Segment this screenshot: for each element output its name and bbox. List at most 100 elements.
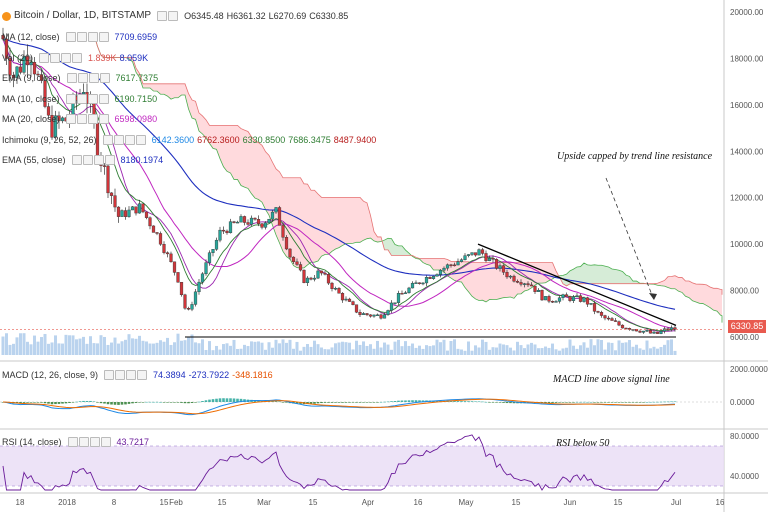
macd-histogram-bar xyxy=(162,402,166,403)
macd-histogram-bar xyxy=(257,400,260,402)
macd-histogram-bar xyxy=(544,402,547,404)
cloud-segment xyxy=(692,282,696,303)
volume-bar xyxy=(141,340,145,355)
candle-body xyxy=(333,288,338,290)
candle-body xyxy=(466,254,471,256)
macd-histogram-bar xyxy=(138,402,141,403)
macd-controls[interactable] xyxy=(104,370,148,380)
cloud-segment xyxy=(458,261,462,283)
macd-histogram-bar xyxy=(82,400,85,402)
cloud-segment xyxy=(689,281,693,301)
candle-body xyxy=(204,262,208,275)
cloud-segment xyxy=(318,194,322,262)
volume-bar xyxy=(474,345,477,355)
candle-body xyxy=(652,331,656,334)
candle-body xyxy=(106,165,110,194)
volume-bar xyxy=(344,342,348,355)
volume-bar xyxy=(173,342,176,355)
candle-body xyxy=(4,38,9,59)
rsi-controls[interactable] xyxy=(67,437,111,447)
candle-body xyxy=(214,239,219,250)
macd-histogram-bar xyxy=(397,400,400,402)
macd-histogram-bar xyxy=(477,401,481,403)
volume-bar xyxy=(397,339,400,355)
macd-histogram-bar xyxy=(481,401,484,403)
annotation-trendline: Upside capped by trend line resistance xyxy=(557,151,713,162)
candle-body xyxy=(302,269,306,283)
macd-histogram-bar xyxy=(502,402,505,403)
macd-histogram-bar xyxy=(491,402,495,403)
macd-histogram-bar xyxy=(610,402,614,403)
candle-body xyxy=(113,195,117,208)
macd-histogram-bar xyxy=(106,402,110,405)
cloud-segment xyxy=(339,197,343,248)
cloud-segment xyxy=(608,266,612,284)
candle-body xyxy=(249,217,254,225)
cloud-segment xyxy=(671,275,675,289)
candle-body xyxy=(501,265,506,273)
cloud-segment xyxy=(398,245,402,256)
cloud-segment xyxy=(591,264,595,284)
volume-bar xyxy=(540,348,544,355)
volume-bar xyxy=(85,343,89,355)
candle-body xyxy=(172,261,177,273)
candle-body xyxy=(361,313,366,315)
macd-histogram-bar xyxy=(400,400,404,402)
volume-bar xyxy=(376,340,379,355)
volume-bar xyxy=(635,344,638,355)
macd-label[interactable]: MACD (12, 26, close, 9) xyxy=(2,370,99,380)
volume-bar xyxy=(1,336,5,355)
volume-bar xyxy=(435,339,439,355)
macd-histogram-bar xyxy=(134,402,138,403)
candle-body xyxy=(71,95,75,118)
candle-body xyxy=(281,225,285,238)
volume-bar xyxy=(320,347,323,355)
macd-histogram-bar xyxy=(239,398,243,402)
macd-histogram-bar xyxy=(103,402,106,404)
cloud-segment xyxy=(370,215,374,241)
rsi-label[interactable]: RSI (14, close) xyxy=(2,437,62,447)
cloud-segment xyxy=(374,231,378,243)
macd-histogram-bar xyxy=(418,400,421,402)
cloud-segment xyxy=(444,258,448,276)
candle-body xyxy=(347,298,352,302)
macd-histogram-bar xyxy=(407,400,411,402)
candle-body xyxy=(344,298,348,301)
macd-histogram-bar xyxy=(232,398,236,402)
volume-bar xyxy=(22,333,26,355)
macd-histogram-bar xyxy=(313,402,316,404)
volume-bar xyxy=(218,349,222,355)
candle-body xyxy=(151,225,156,233)
candle-body xyxy=(46,106,51,116)
candle-body xyxy=(529,284,534,287)
candle-body xyxy=(379,314,383,319)
volume-bar xyxy=(264,349,267,355)
macd-histogram-bar xyxy=(509,402,512,404)
volume-bar xyxy=(302,346,306,355)
volume-bar xyxy=(631,346,635,355)
cloud-segment xyxy=(377,236,381,243)
candle-body xyxy=(375,314,380,317)
volume-bar xyxy=(610,342,614,355)
volume-bar xyxy=(614,350,617,355)
macd-histogram-bar xyxy=(194,402,197,403)
macd-histogram-bar xyxy=(155,401,159,403)
macd-histogram-bar xyxy=(243,399,246,402)
volume-bar xyxy=(26,341,29,355)
candle-body xyxy=(99,155,103,166)
volume-bars xyxy=(1,333,677,355)
volume-bar xyxy=(453,339,456,355)
macd-histogram-bar xyxy=(176,402,180,403)
macd-histogram-bar xyxy=(180,402,183,403)
candle-body xyxy=(512,275,516,282)
candle-body xyxy=(235,221,240,224)
macd-histogram-bar xyxy=(631,402,635,403)
cloud-segment xyxy=(342,197,346,246)
cloud-segment xyxy=(426,258,430,266)
macd-histogram-bar xyxy=(169,402,173,403)
cloud-segment xyxy=(251,136,255,199)
cloud-segment xyxy=(328,197,332,255)
candle-body xyxy=(393,302,397,304)
candle-body xyxy=(263,222,268,228)
